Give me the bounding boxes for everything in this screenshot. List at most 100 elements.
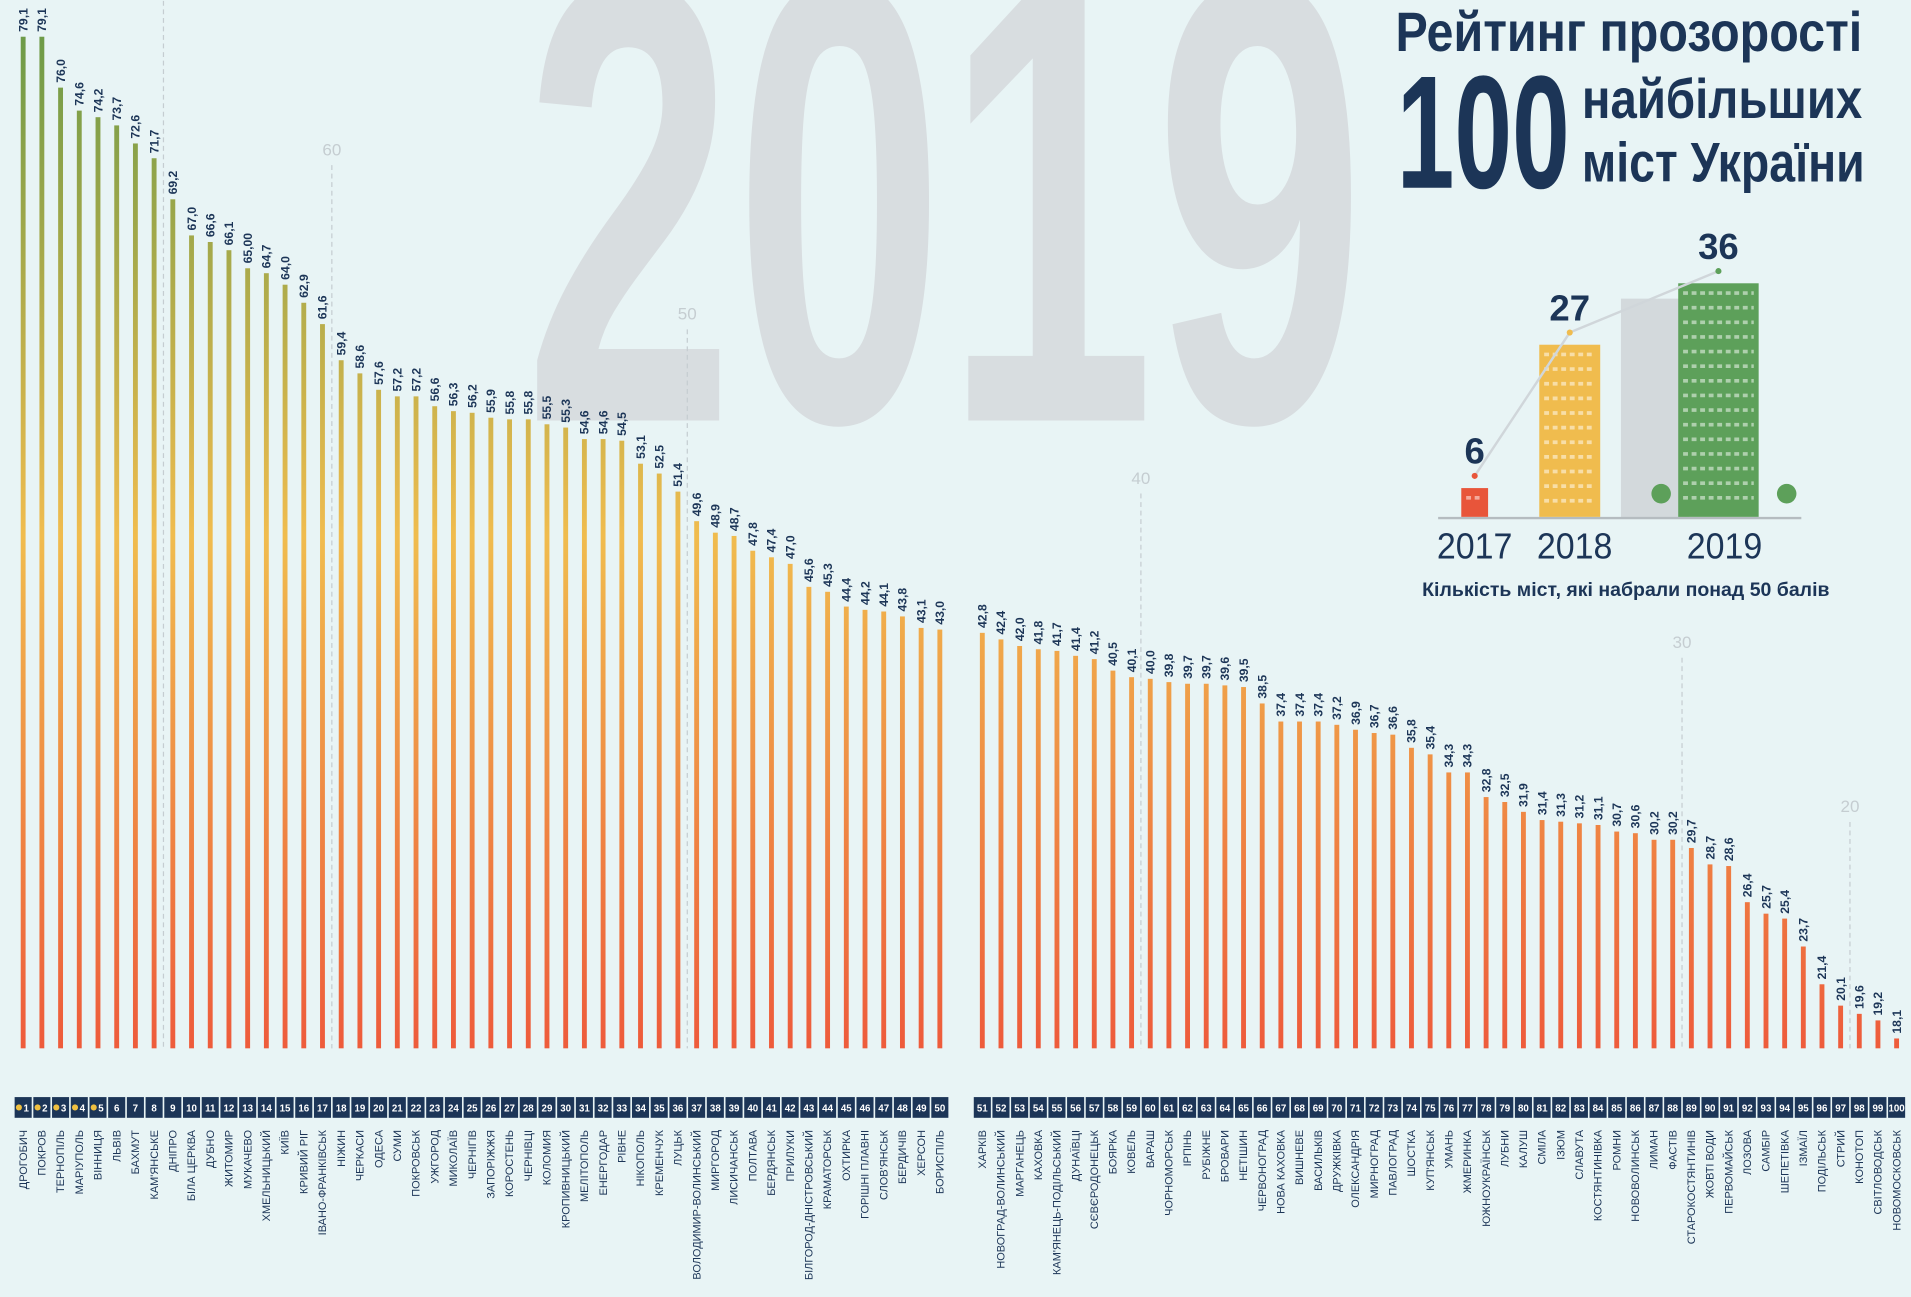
value-label: 37,4 [1311, 693, 1325, 717]
value-label: 21,4 [1815, 955, 1829, 979]
bar [843, 606, 849, 1049]
x-tick-label: ІЗМАЇЛ [1798, 1130, 1810, 1166]
bar [525, 419, 531, 1049]
x-tick-label: ЕНЕРГОДАР [598, 1130, 610, 1195]
x-tick-label: КОВЕЛЬ [1126, 1130, 1138, 1174]
rank-box [1123, 1097, 1141, 1118]
x-tick-label: ЧЕРВОНОГРАД [1257, 1129, 1269, 1211]
value-label: 56,6 [428, 377, 442, 401]
x-tick-label: ОХТИРКА [841, 1129, 853, 1181]
x-tick-label: ЛУБНИ [1499, 1130, 1511, 1167]
rank-label: 11 [205, 1104, 216, 1115]
value-label: 56,3 [447, 382, 461, 406]
rank-box [1496, 1097, 1514, 1118]
rank-box [912, 1097, 930, 1118]
x-tick-label: НОВА КАХОВКА [1276, 1129, 1288, 1214]
rank-box [1067, 1097, 1085, 1118]
rank-label: 42 [785, 1104, 796, 1115]
bar [750, 550, 756, 1049]
x-tick-label: НОВОМОСКОВСЬК [1891, 1129, 1903, 1230]
bar [507, 419, 512, 1049]
x-tick-label: СЛАВУТА [1574, 1129, 1586, 1179]
rank-label: 54 [1033, 1104, 1044, 1115]
rank-box [762, 1097, 780, 1118]
rank-box [1179, 1097, 1197, 1118]
bar [675, 491, 681, 1049]
x-tick-label: ПОКРОВСЬК [411, 1129, 423, 1196]
x-tick-label: ЧЕРНІВЦІ [523, 1130, 535, 1181]
rank-label: 2 [42, 1104, 48, 1115]
x-tick-label: ДУБНО [205, 1130, 217, 1168]
value-label: 25,4 [1778, 890, 1792, 914]
x-tick-label: КУП'ЯНСЬК [1425, 1129, 1437, 1190]
bar [189, 235, 194, 1049]
bar [58, 87, 64, 1049]
value-label: 42,0 [1013, 617, 1027, 641]
value-label: 57,6 [372, 361, 386, 385]
x-tick-label: ВІННИЦЯ [93, 1130, 105, 1180]
rank-label: 57 [1089, 1104, 1100, 1115]
value-label: 44,2 [858, 581, 872, 605]
bar [1707, 864, 1713, 1049]
rank-label: 84 [1593, 1104, 1604, 1115]
bar [1875, 1020, 1881, 1049]
bar [1614, 831, 1620, 1049]
rank-label: 58 [1107, 1104, 1118, 1115]
bar [1688, 847, 1694, 1049]
rank-label: 52 [996, 1104, 1007, 1115]
x-tick-label: БІЛА ЦЕРКВА [186, 1129, 198, 1201]
point [1566, 329, 1573, 336]
rank-label: 30 [560, 1104, 571, 1115]
bar [712, 532, 718, 1049]
value-label: 23,7 [1797, 918, 1811, 942]
rank-box [108, 1097, 126, 1118]
bar [245, 268, 251, 1049]
rank-label: 6 [114, 1104, 120, 1115]
bar [1091, 659, 1097, 1049]
bar [1241, 687, 1246, 1049]
value-label: 57,2 [391, 368, 405, 392]
value-label: 35,4 [1423, 726, 1437, 750]
value-label: 30,2 [1666, 811, 1680, 835]
value-label: 32,5 [1498, 773, 1512, 797]
rank-box [257, 1097, 275, 1118]
bar [862, 609, 868, 1049]
value-label: 51,4 [671, 463, 685, 487]
value-label: 74,2 [91, 88, 105, 112]
x-tick-label: УМАНЬ [1443, 1130, 1455, 1169]
x-tick-label: ЧЕРНІГІВ [467, 1130, 479, 1179]
x-tick-label: 2019 [1687, 525, 1763, 566]
bar [563, 427, 569, 1049]
rank-label: 19 [354, 1104, 365, 1115]
x-tick-label: СТАРОКОСТЯНТИНІВ [1686, 1130, 1698, 1244]
rank-label: 23 [429, 1104, 440, 1115]
value-label: 45,3 [821, 563, 835, 587]
rank-box [1832, 1097, 1850, 1118]
bar [1763, 913, 1769, 1049]
rank-label: 72 [1369, 1104, 1380, 1115]
x-tick-label: ЖМЕРИНКА [1462, 1129, 1474, 1193]
rank-box [819, 1097, 837, 1118]
rank-label: 34 [635, 1104, 646, 1115]
rank-box [1328, 1097, 1346, 1118]
bar [207, 241, 213, 1049]
rank-label: 79 [1499, 1104, 1510, 1115]
bar [1371, 733, 1377, 1049]
rank-label: 46 [860, 1104, 871, 1115]
bar [1632, 833, 1638, 1049]
value-label: 41,7 [1050, 622, 1064, 646]
rank-box [182, 1097, 201, 1118]
rank-box [89, 1097, 107, 1118]
value-label: 36,6 [1386, 706, 1400, 730]
bar [638, 463, 643, 1049]
value-label: 39,8 [1162, 653, 1176, 677]
bar [581, 439, 587, 1049]
x-tick-label: ЛОЗОВА [1742, 1129, 1754, 1175]
value-label: 20,1 [1834, 977, 1848, 1001]
rank-box [893, 1097, 911, 1118]
rank-label: 65 [1238, 1104, 1249, 1115]
x-tick-label: МИРГОРОД [710, 1129, 722, 1190]
value-label: 30,6 [1629, 804, 1643, 828]
bar [1110, 670, 1116, 1049]
rank-label: 43 [803, 1104, 814, 1115]
